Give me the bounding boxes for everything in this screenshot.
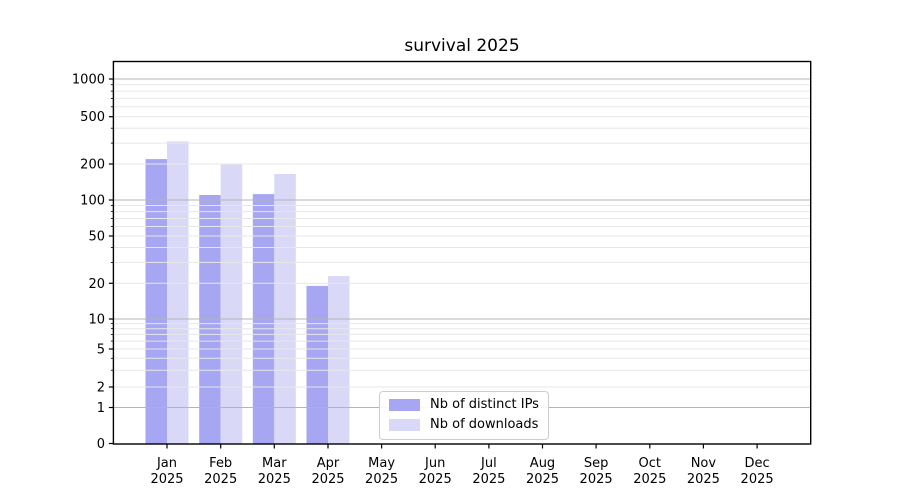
x-tick-label-year: 2025	[687, 472, 720, 487]
bar-mar-downloads	[274, 174, 296, 444]
x-tick-label-month: May	[368, 456, 395, 471]
legend-swatch-downloads	[389, 419, 420, 432]
y-tick-label: 2	[97, 381, 105, 396]
bar-jan-distinct-ips	[145, 159, 167, 444]
x-tick-label-month: Oct	[639, 456, 661, 471]
x-tick-label-year: 2025	[419, 472, 452, 487]
axis-labels-group: 01251020501002005001000Jan2025Feb2025Mar…	[72, 73, 774, 488]
y-tick-label: 500	[80, 110, 105, 125]
legend-label-downloads: Nb of downloads	[430, 417, 539, 433]
y-tick-label: 50	[88, 230, 105, 245]
plot-border	[112, 60, 812, 445]
bars-group	[145, 141, 350, 444]
x-tick-label-month: Jul	[480, 456, 497, 471]
x-tick-label-month: Nov	[691, 456, 717, 471]
x-tick-label-year: 2025	[741, 472, 774, 487]
y-tick-label: 1000	[72, 73, 105, 88]
x-tick-label-year: 2025	[150, 472, 183, 487]
x-tick-label-year: 2025	[580, 472, 613, 487]
bar-jan-downloads	[167, 141, 189, 444]
x-tick-label-month: Sep	[584, 456, 609, 471]
legend-item-downloads: Nb of downloads	[389, 417, 539, 433]
legend: Nb of distinct IPs Nb of downloads	[379, 391, 549, 440]
axes-group	[108, 60, 812, 449]
y-tick-label: 200	[80, 158, 105, 173]
x-tick-label-month: Dec	[745, 456, 770, 471]
x-tick-label-month: Feb	[209, 456, 232, 471]
bar-apr-distinct-ips	[306, 285, 328, 444]
x-tick-label-month: Apr	[317, 456, 340, 471]
y-tick-label: 0	[97, 437, 105, 452]
bar-apr-downloads	[328, 276, 350, 444]
minor-gridlines-group	[113, 84, 811, 388]
x-tick-label-month: Jun	[424, 456, 445, 471]
x-tick-label-year: 2025	[258, 472, 291, 487]
legend-swatch-distinct-ips	[389, 399, 420, 412]
x-tick-label-year: 2025	[365, 472, 398, 487]
x-tick-label-year: 2025	[526, 472, 559, 487]
x-tick-label-year: 2025	[311, 472, 344, 487]
x-tick-label-month: Mar	[262, 456, 287, 471]
legend-label-distinct-ips: Nb of distinct IPs	[430, 397, 539, 412]
y-tick-label: 10	[88, 313, 105, 328]
bar-feb-downloads	[220, 164, 243, 444]
y-tick-label: 100	[80, 194, 105, 209]
y-tick-label: 1	[97, 401, 105, 416]
x-tick-label-year: 2025	[633, 472, 666, 487]
x-tick-label-month: Jan	[156, 456, 177, 471]
x-tick-label-year: 2025	[472, 472, 505, 487]
x-tick-label-year: 2025	[204, 472, 237, 487]
chart-title: survival 2025	[404, 36, 519, 56]
x-tick-label-month: Aug	[530, 456, 555, 471]
y-tick-label: 5	[97, 343, 105, 358]
y-tick-label: 20	[88, 277, 105, 292]
legend-item-distinct-ips: Nb of distinct IPs	[389, 397, 539, 412]
